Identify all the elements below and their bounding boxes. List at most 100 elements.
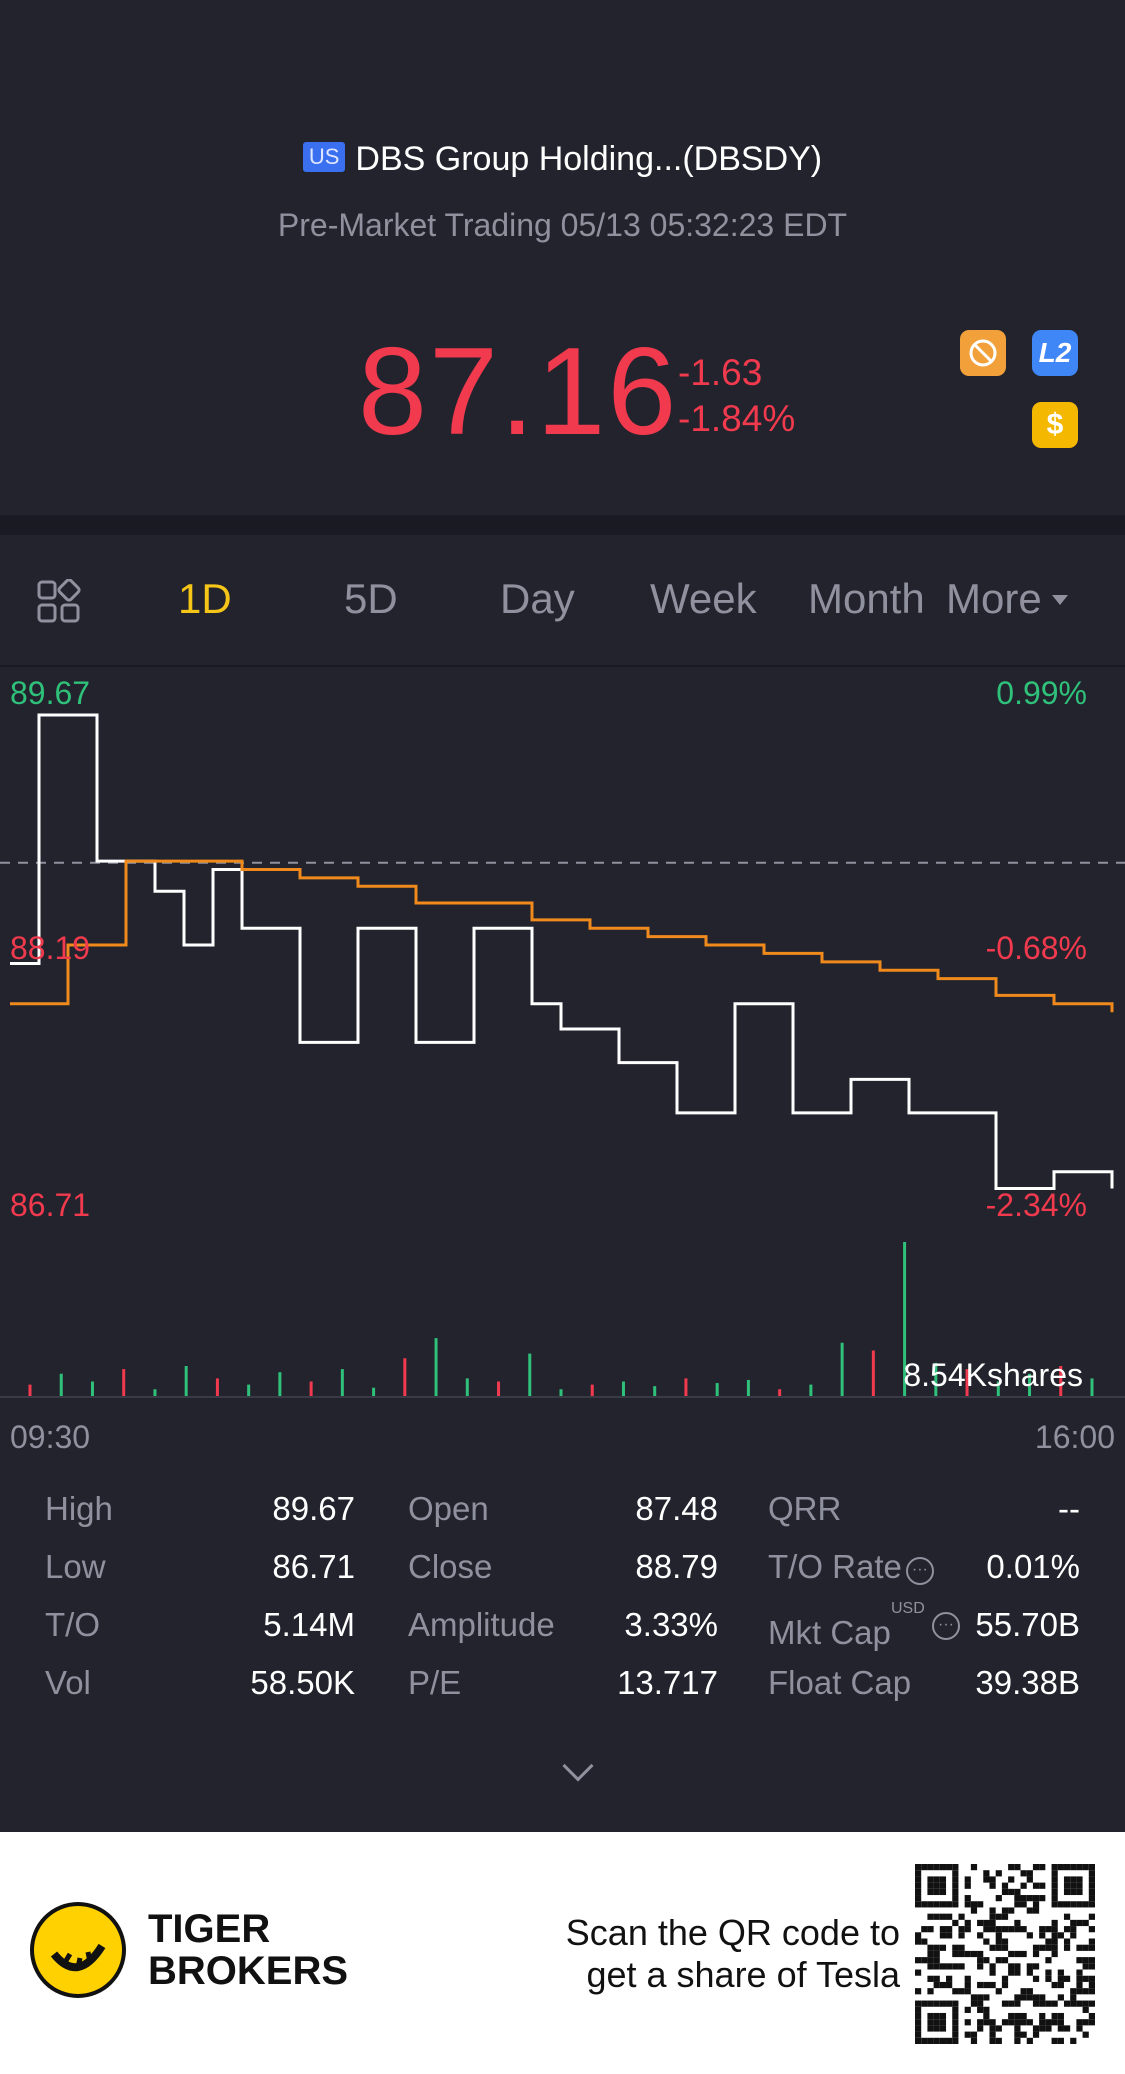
qr-finder-module [1088, 1870, 1095, 1877]
qr-finder-module [952, 1901, 959, 1908]
qr-module [983, 1919, 990, 1927]
qr-module [995, 1988, 1002, 1995]
qr-module [1057, 1932, 1064, 1939]
qr-module [1039, 1882, 1046, 1889]
tab-more[interactable]: More [946, 575, 1068, 623]
qr-module [927, 1975, 934, 1982]
qr-module [995, 1895, 1002, 1902]
qr-module [1026, 1963, 1033, 1970]
qr-finder-module [1088, 1901, 1095, 1908]
qr-finder-module [933, 1901, 940, 1908]
qr-module [1008, 1864, 1015, 1871]
qr-module [1088, 2012, 1095, 2020]
qr-module [1063, 2000, 1071, 2007]
tab-divider [0, 665, 1125, 667]
qr-finder-module [1076, 1876, 1083, 1883]
qr-module [983, 1981, 990, 1989]
qr-finder-module [952, 2019, 959, 2026]
qr-module [1051, 2012, 1058, 2020]
qr-finder-module [1057, 1901, 1064, 1908]
qr-module [1039, 1895, 1046, 1902]
qr-finder-module [1051, 1864, 1058, 1871]
tab-day[interactable]: Day [500, 575, 575, 622]
qr-module [1045, 1926, 1052, 1933]
qr-finder-module [933, 1888, 940, 1896]
qr-finder-module [952, 1888, 959, 1896]
intraday-chart[interactable]: 89.67 0.99% 88.19 -0.68% 86.71 -2.34% 8.… [0, 667, 1125, 1455]
tab-1d[interactable]: 1D [178, 575, 232, 622]
qr-finder-module [939, 1864, 947, 1871]
qr-module [1014, 1994, 1021, 2001]
qr-finder-module [921, 1901, 928, 1908]
qr-module [1026, 1994, 1033, 2001]
qr-module [970, 1950, 978, 1958]
qr-module [1082, 1944, 1089, 1951]
qr-code[interactable] [915, 1864, 1095, 2044]
qr-finder-module [939, 2012, 947, 2020]
qr-module [933, 1950, 940, 1958]
dollar-icon[interactable]: $ [1032, 402, 1078, 448]
qr-module [1032, 1994, 1040, 2001]
qr-module [933, 1944, 940, 1951]
qr-finder-module [915, 2031, 922, 2038]
torate-value: 0.01% [986, 1548, 1080, 1585]
qr-module [1026, 1870, 1033, 1877]
qr-finder-module [915, 2000, 922, 2007]
qr-finder-module [1063, 1901, 1071, 1908]
qr-module [1020, 1926, 1027, 1933]
qr-module [1076, 2025, 1083, 2032]
info-icon[interactable]: ··· [905, 1557, 934, 1585]
qr-finder-module [946, 1864, 953, 1871]
qr-module [983, 1870, 990, 1877]
section-separator [0, 515, 1125, 535]
qr-module [964, 2031, 971, 2038]
stock-title-row[interactable]: US DBS Group Holding...(DBSDY) [0, 140, 1125, 179]
qr-module [1088, 1938, 1095, 1945]
no-limit-icon[interactable] [960, 330, 1006, 376]
qr-module [989, 1969, 996, 1976]
qr-module [964, 1988, 971, 1995]
qr-module [1076, 1957, 1083, 1964]
qr-module [977, 1994, 984, 2001]
qr-module [995, 2037, 1002, 2044]
qr-module [1076, 2000, 1083, 2007]
qr-module [1045, 2019, 1052, 2026]
qr-finder-module [1088, 1882, 1095, 1889]
qr-module [1032, 1901, 1040, 1908]
qr-finder-module [933, 2025, 940, 2032]
tab-week[interactable]: Week [650, 575, 757, 622]
qr-module [933, 1957, 940, 1964]
expand-chevron-icon[interactable] [562, 1750, 594, 1782]
qr-module [927, 1988, 934, 1995]
qr-module [1020, 1870, 1027, 1877]
qr-module [1014, 1950, 1021, 1958]
qr-module [1045, 1938, 1052, 1945]
qr-module [1088, 2019, 1095, 2026]
qr-module [946, 1913, 953, 1920]
qr-module [1014, 1969, 1021, 1976]
qr-module [989, 1907, 996, 1914]
info-icon[interactable]: ··· [932, 1612, 960, 1640]
level2-icon[interactable]: L2 [1032, 330, 1078, 376]
qr-module [1082, 2031, 1089, 2038]
qr-finder-module [1051, 1870, 1058, 1877]
layout-grid-icon[interactable] [36, 578, 82, 625]
qr-finder-module [952, 2031, 959, 2038]
qr-module [970, 1907, 978, 1914]
qr-module [1014, 1926, 1021, 1933]
qr-module [939, 1926, 947, 1933]
to-label: T/O [45, 1606, 100, 1643]
tab-month[interactable]: Month [808, 575, 925, 622]
qr-module [983, 1957, 990, 1964]
qr-module [1001, 1888, 1009, 1896]
qr-finder-module [1076, 1864, 1083, 1871]
high-value: 89.67 [272, 1490, 355, 1527]
tab-5d[interactable]: 5D [344, 575, 398, 622]
qr-module [977, 2006, 984, 2013]
qr-module [1039, 1926, 1046, 1933]
qr-module [1076, 1969, 1083, 1976]
qr-finder-module [927, 1901, 934, 1908]
promo-line-1: Scan the QR code to [565, 1912, 900, 1953]
qr-finder-module [915, 2012, 922, 2020]
torate-label[interactable]: T/O Rate ··· [768, 1548, 934, 1586]
